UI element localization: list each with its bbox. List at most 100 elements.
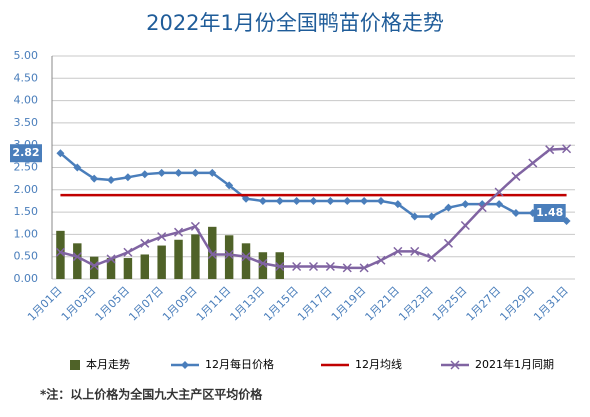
x-tick-label: 1月01日 (25, 284, 65, 324)
marker (157, 232, 167, 242)
x-tick-label: 1月03日 (59, 284, 99, 324)
marker (545, 145, 555, 155)
legend-marker (450, 360, 460, 370)
marker (140, 238, 150, 248)
marker (410, 212, 419, 221)
bar (241, 243, 251, 279)
marker (342, 263, 352, 273)
x-tick-label: 1月15日 (261, 284, 301, 324)
marker (191, 168, 200, 177)
bar (174, 239, 183, 279)
marker (73, 163, 82, 172)
y-tick-label: 2.00 (14, 183, 39, 196)
marker (208, 168, 217, 177)
x-tick-label: 1月25日 (430, 284, 470, 324)
marker (393, 246, 403, 256)
marker (292, 261, 302, 272)
marker (190, 221, 200, 231)
legend-label: 12月均线 (355, 357, 402, 371)
marker (376, 255, 386, 265)
bar (191, 234, 200, 279)
marker (393, 200, 402, 209)
marker (460, 220, 470, 231)
marker (343, 196, 352, 205)
y-tick-label: 5.00 (14, 49, 39, 62)
marker (410, 246, 420, 256)
y-tick-label: 4.00 (14, 94, 39, 107)
y-tick-label: 4.50 (14, 71, 39, 84)
marker (242, 194, 251, 203)
bar (224, 235, 234, 279)
y-tick-label: 1.50 (14, 205, 39, 218)
marker (443, 238, 453, 248)
marker (140, 170, 149, 179)
bar (123, 258, 133, 279)
marker (258, 258, 268, 268)
x-tick-label: 1月11日 (194, 284, 234, 324)
legend-label: 12月每日价格 (205, 357, 274, 371)
marker (326, 196, 335, 205)
marker (427, 212, 436, 221)
marker (275, 196, 284, 205)
marker (292, 196, 301, 205)
x-tick-label: 1月31日 (531, 284, 571, 324)
legend-marker (181, 361, 189, 369)
marker (174, 168, 183, 177)
bar (140, 254, 150, 279)
x-tick-label: 1月07日 (126, 284, 166, 324)
legend-swatch (70, 360, 80, 370)
x-tick-label: 1月09日 (160, 284, 200, 324)
marker (207, 249, 217, 260)
x-tick-label: 1月13日 (228, 284, 268, 324)
y-tick-label: 0.50 (14, 250, 39, 263)
marker (427, 253, 437, 263)
footnote: *注：以上价格为全国九大主产区平均价格 (40, 387, 263, 402)
data-label-box (533, 203, 566, 222)
marker (359, 263, 369, 273)
marker (477, 203, 487, 213)
marker (444, 203, 453, 212)
marker (123, 247, 133, 257)
marker (376, 196, 385, 205)
x-tick-label: 1月19日 (329, 284, 369, 324)
y-tick-label: 0.00 (14, 272, 39, 285)
marker (72, 252, 82, 262)
line (59, 152, 568, 223)
line (60, 147, 567, 270)
marker (528, 158, 538, 168)
y-tick-label: 3.50 (14, 116, 39, 129)
marker (90, 174, 99, 183)
marker (495, 200, 504, 209)
marker (241, 252, 251, 262)
y-tick-label: 1.00 (14, 227, 39, 240)
marker (55, 247, 65, 257)
marker (308, 261, 319, 272)
bar (73, 243, 82, 279)
x-tick-label: 1月17日 (295, 284, 335, 324)
x-tick-label: 1月27日 (464, 284, 504, 324)
marker (157, 168, 166, 177)
x-tick-label: 1月23日 (396, 284, 436, 324)
bar (56, 230, 65, 279)
marker (511, 208, 520, 217)
data-label: 1.48 (536, 206, 563, 219)
x-tick-label: 1月21日 (362, 284, 402, 324)
marker (562, 144, 572, 154)
marker (56, 149, 65, 158)
x-tick-label: 1月29日 (497, 284, 537, 324)
marker (174, 227, 184, 237)
marker (511, 171, 521, 181)
legend-label: 本月走势 (86, 357, 130, 371)
bar (89, 256, 99, 279)
x-tick-label: 1月05日 (93, 284, 133, 324)
marker (89, 261, 99, 271)
legend-label: 2021年1月同期 (475, 357, 554, 371)
marker (309, 196, 318, 205)
marker (106, 254, 116, 264)
bar (258, 252, 268, 279)
bar (157, 245, 166, 279)
data-label-box (10, 144, 42, 163)
marker (123, 173, 132, 182)
chart-title: 2022年1月份全国鸭苗价格走势 (146, 11, 444, 35)
